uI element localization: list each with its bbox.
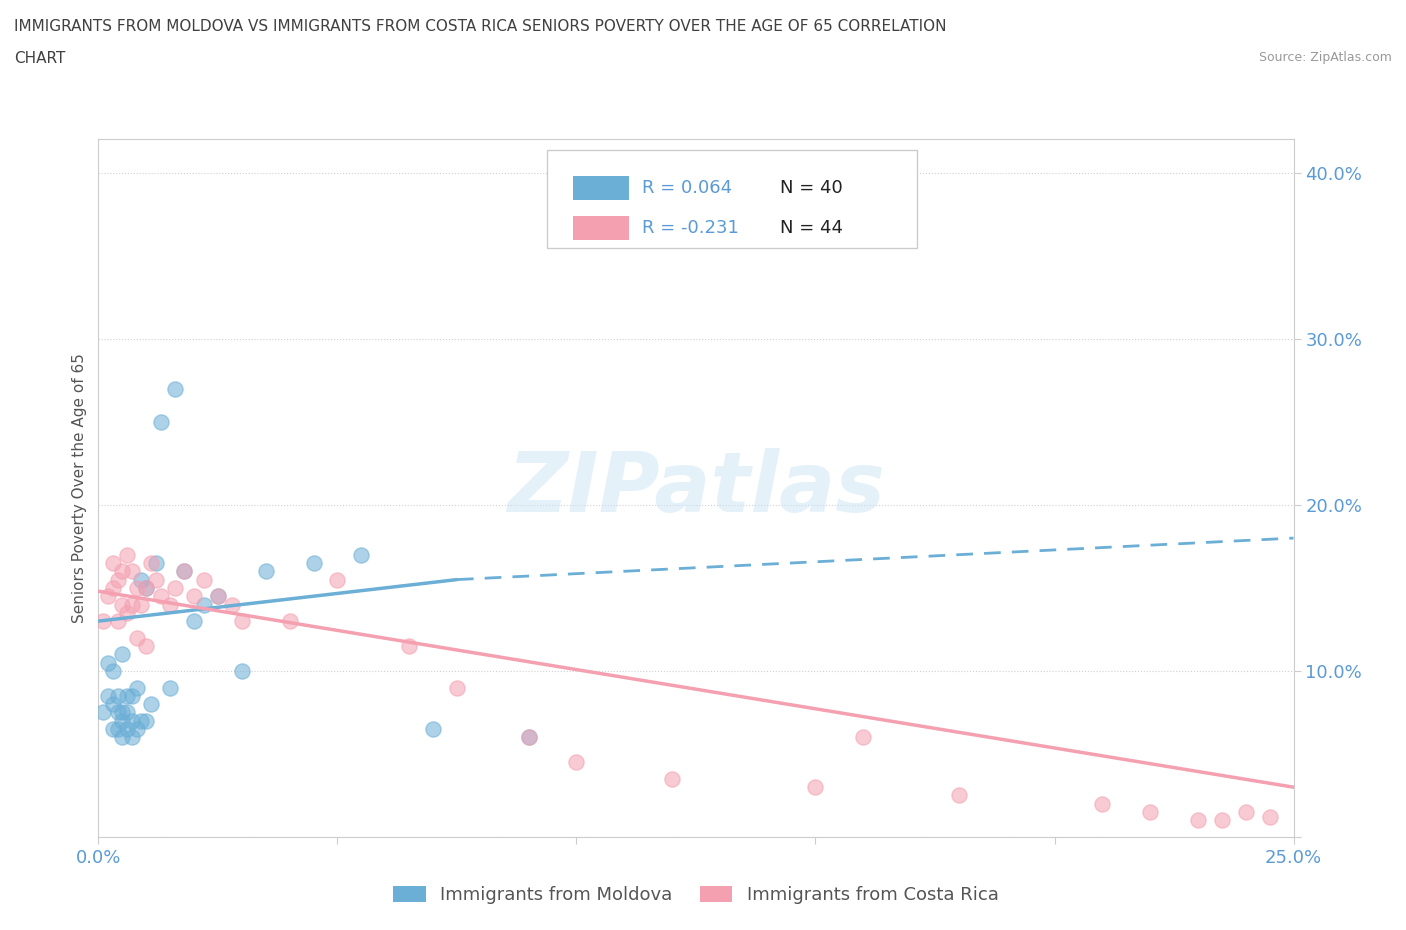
Text: R = -0.231: R = -0.231 — [643, 219, 740, 237]
Point — [948, 788, 970, 803]
Point — [159, 680, 181, 695]
Point — [145, 572, 167, 587]
FancyBboxPatch shape — [572, 176, 628, 200]
Point — [139, 555, 162, 570]
Point — [398, 639, 420, 654]
Point — [115, 605, 138, 620]
Point — [101, 580, 124, 595]
Point — [125, 680, 148, 695]
Point — [149, 589, 172, 604]
Point — [326, 572, 349, 587]
Point — [1211, 813, 1233, 828]
Legend: Immigrants from Moldova, Immigrants from Costa Rica: Immigrants from Moldova, Immigrants from… — [387, 879, 1005, 911]
Point — [149, 415, 172, 430]
Point — [91, 705, 114, 720]
Point — [1258, 810, 1281, 825]
Point — [121, 597, 143, 612]
Point — [517, 730, 540, 745]
Point — [131, 572, 153, 587]
Point — [107, 722, 129, 737]
Point — [231, 614, 253, 629]
Point — [804, 779, 827, 794]
Point — [1187, 813, 1209, 828]
Point — [135, 713, 157, 728]
Point — [1091, 796, 1114, 811]
Point — [97, 655, 120, 670]
Point — [121, 730, 143, 745]
Point — [125, 722, 148, 737]
FancyBboxPatch shape — [572, 216, 628, 240]
Point — [111, 730, 134, 745]
Point — [207, 589, 229, 604]
Point — [121, 713, 143, 728]
Point — [302, 555, 325, 570]
Point — [139, 697, 162, 711]
Point — [173, 564, 195, 578]
Point — [163, 381, 186, 396]
Point — [173, 564, 195, 578]
Point — [159, 597, 181, 612]
Point — [107, 614, 129, 629]
Point — [131, 597, 153, 612]
Point — [111, 647, 134, 662]
Point — [207, 589, 229, 604]
Point — [101, 663, 124, 678]
Point — [517, 730, 540, 745]
Point — [1139, 804, 1161, 819]
Point — [107, 705, 129, 720]
Text: Source: ZipAtlas.com: Source: ZipAtlas.com — [1258, 51, 1392, 64]
Point — [131, 713, 153, 728]
Point — [183, 589, 205, 604]
Point — [254, 564, 277, 578]
Text: CHART: CHART — [14, 51, 66, 66]
Point — [115, 547, 138, 562]
Point — [115, 722, 138, 737]
Y-axis label: Seniors Poverty Over the Age of 65: Seniors Poverty Over the Age of 65 — [72, 353, 87, 623]
Point — [107, 688, 129, 703]
Point — [91, 614, 114, 629]
Point — [135, 580, 157, 595]
Point — [193, 597, 215, 612]
Text: N = 44: N = 44 — [779, 219, 842, 237]
Text: ZIPatlas: ZIPatlas — [508, 447, 884, 529]
Point — [101, 722, 124, 737]
Point — [121, 564, 143, 578]
Point — [97, 688, 120, 703]
Point — [852, 730, 875, 745]
Point — [231, 663, 253, 678]
Point — [135, 639, 157, 654]
Point — [101, 697, 124, 711]
Text: R = 0.064: R = 0.064 — [643, 179, 733, 197]
Point — [115, 688, 138, 703]
Point — [145, 555, 167, 570]
Point — [121, 688, 143, 703]
Point — [111, 564, 134, 578]
FancyBboxPatch shape — [547, 150, 917, 247]
Point — [107, 572, 129, 587]
Point — [565, 755, 588, 770]
Point — [183, 614, 205, 629]
Point — [446, 680, 468, 695]
Point — [101, 555, 124, 570]
Point — [422, 722, 444, 737]
Point — [350, 547, 373, 562]
Text: N = 40: N = 40 — [779, 179, 842, 197]
Point — [125, 580, 148, 595]
Point — [111, 713, 134, 728]
Point — [221, 597, 243, 612]
Point — [193, 572, 215, 587]
Point — [111, 705, 134, 720]
Point — [125, 631, 148, 645]
Point — [97, 589, 120, 604]
Point — [135, 580, 157, 595]
Point — [115, 705, 138, 720]
Point — [163, 580, 186, 595]
Point — [1234, 804, 1257, 819]
Point — [111, 597, 134, 612]
Point — [278, 614, 301, 629]
Point — [661, 772, 683, 787]
Text: IMMIGRANTS FROM MOLDOVA VS IMMIGRANTS FROM COSTA RICA SENIORS POVERTY OVER THE A: IMMIGRANTS FROM MOLDOVA VS IMMIGRANTS FR… — [14, 19, 946, 33]
